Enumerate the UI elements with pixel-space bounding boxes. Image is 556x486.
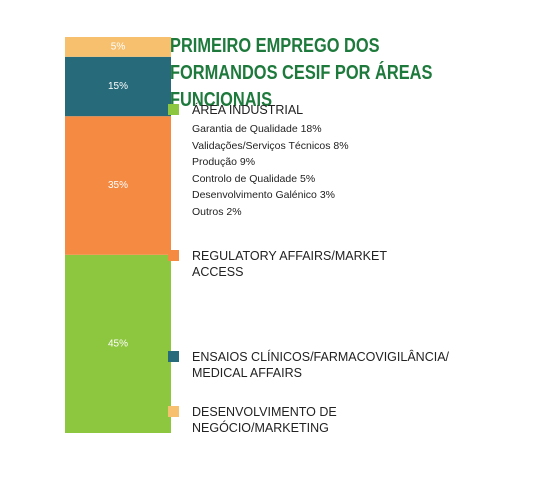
legend-swatch: [168, 351, 179, 362]
legend-label: DESENVOLVIMENTO DE NEGÓCIO/MARKETING: [192, 405, 337, 435]
legend-label: ENSAIOS CLÍNICOS/FARMACOVIGILÂNCIA/ MEDI…: [192, 350, 450, 380]
legend-swatch: [168, 104, 179, 115]
bar-segment: [65, 116, 171, 255]
data-label: 45%: [108, 339, 128, 350]
bar-segment: [65, 37, 171, 57]
legend-swatch: [168, 406, 179, 417]
legend-label: ÁREA INDUSTRIAL: [192, 103, 304, 117]
data-label: 15%: [108, 81, 128, 92]
bar-segment: [65, 254, 171, 433]
data-label: 35%: [108, 180, 128, 191]
detail-item: Validações/Serviços Técnicos 8%: [192, 139, 349, 152]
legend-swatch: [168, 250, 179, 261]
detail-item: Desenvolvimento Galénico 3%: [192, 189, 335, 201]
bar-segment: [65, 56, 171, 117]
detail-item: Garantia de Qualidade 18%: [192, 123, 322, 135]
chart-title: PRIMEIRO EMPREGO DOS FORMANDOS CESIF POR…: [170, 35, 433, 111]
details-list: Garantia de Qualidade 18% Validações/Serv…: [192, 121, 349, 220]
detail-item: Produção 9%: [192, 156, 256, 168]
detail-item: Outros 2%: [192, 205, 242, 218]
detail-item: Controlo de Qualidade 5%: [192, 172, 316, 185]
data-label: 5%: [111, 42, 126, 53]
legend-label: REGULATORY AFFAIRS/MARKET ACCESS: [192, 249, 387, 279]
